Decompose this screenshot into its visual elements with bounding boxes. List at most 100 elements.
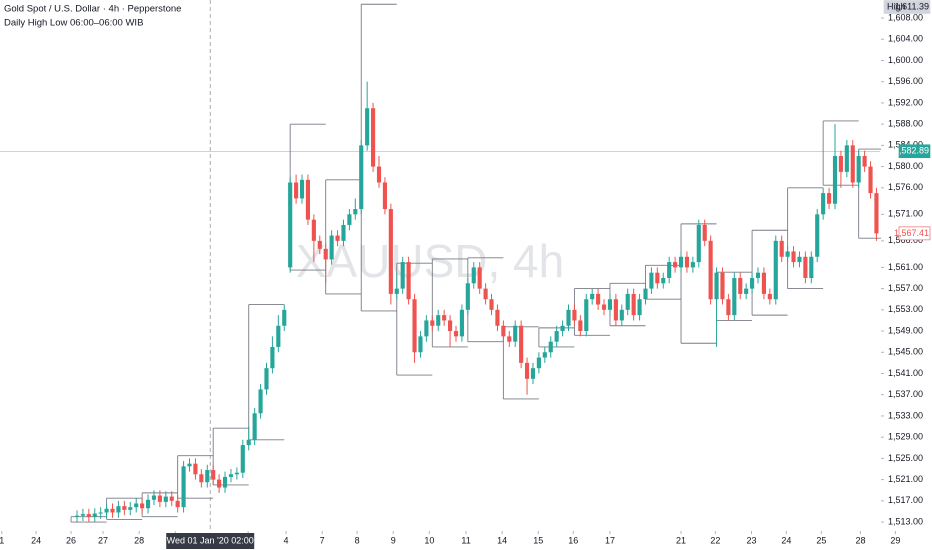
y-tick-label: 1,533.00 [888, 410, 923, 420]
candle-body [732, 277, 737, 316]
x-tick-label: 7 [320, 535, 325, 545]
candle-body [803, 256, 808, 278]
y-tick-label: 1,537.00 [888, 389, 923, 399]
candle-body [519, 325, 524, 363]
candle-body [542, 352, 547, 358]
y-tick-label: 1,529.00 [888, 432, 923, 442]
y-tick-label: 1,592.00 [888, 97, 923, 107]
candle-body [821, 193, 826, 215]
candle-body [442, 315, 447, 321]
candle-body [483, 288, 488, 300]
price-label-name: High [887, 1, 906, 11]
candle-body [430, 320, 435, 326]
candle-body [335, 235, 340, 241]
candle-body [418, 336, 423, 353]
candle-body [720, 272, 725, 300]
y-tick-label: 1,571.00 [888, 209, 923, 219]
candle-body [116, 506, 121, 513]
price-label-box [898, 144, 931, 159]
candle-body [501, 325, 506, 337]
candle-body [838, 155, 843, 172]
y-tick-label: 1,604.00 [888, 34, 923, 44]
candle-body [661, 277, 666, 284]
candle-body [282, 309, 287, 326]
candle-body [341, 224, 346, 241]
candle-body [92, 513, 97, 517]
candle-body [359, 145, 364, 210]
candle-body [222, 476, 228, 488]
candle-body [797, 256, 802, 263]
candle-body [566, 309, 571, 326]
candle-body [252, 413, 257, 440]
y-tick-label: 1,553.00 [888, 304, 923, 314]
candle-body [613, 299, 618, 321]
candle-body [678, 256, 684, 268]
y-tick-label: 1,549.00 [888, 325, 923, 335]
candle-body [495, 309, 500, 326]
candle-body [199, 474, 204, 483]
candle-body [607, 299, 613, 310]
candle-body [353, 209, 358, 215]
y-tick-label: 1,576.00 [888, 182, 923, 192]
candle-body [459, 309, 464, 337]
x-tick-label: 29 [890, 535, 900, 545]
candle-body [447, 320, 453, 332]
x-tick-label: 9 [391, 535, 396, 545]
candle-body [755, 272, 761, 278]
candle-body [744, 288, 749, 294]
candle-body [376, 166, 382, 183]
candle-body [412, 299, 417, 353]
candle-body [228, 474, 234, 477]
candle-body [234, 472, 239, 475]
candle-body [217, 479, 222, 488]
candle-body [382, 182, 387, 210]
candle-body [773, 240, 778, 300]
price-label: 1,611.39 [895, 1, 929, 11]
candle-body [779, 240, 784, 257]
candle-body [548, 341, 553, 353]
candle-body [862, 155, 867, 167]
watermark: XAUUSD, 4h [296, 235, 564, 287]
y-tick-label: 1,525.00 [888, 453, 923, 463]
candle-body [785, 251, 790, 257]
candle-body [684, 256, 690, 268]
crosshair-label-box [166, 533, 255, 549]
candle-body [489, 299, 494, 310]
x-tick-label: 23 [746, 535, 756, 545]
x-tick-label: 4 [284, 535, 289, 545]
candle-body [767, 293, 772, 300]
candle-body [868, 166, 873, 194]
price-label-box [898, 226, 931, 241]
price-label-box [883, 0, 931, 14]
candle-body [832, 155, 838, 204]
candle-body [850, 145, 855, 183]
candle-body [193, 463, 198, 475]
candle-body [134, 503, 139, 508]
candle-body [530, 368, 536, 379]
x-tick-label: 24 [781, 535, 791, 545]
candle-body [844, 145, 849, 172]
price-label: 1,567.41 [894, 228, 929, 238]
candle-body [258, 389, 263, 414]
candle-body [513, 325, 518, 342]
x-tick-label: 15 [533, 535, 543, 545]
candle-body [240, 445, 245, 473]
candle-body [276, 325, 281, 347]
candle-body [809, 256, 814, 278]
candle-body [294, 182, 299, 199]
candle-body [145, 499, 151, 509]
candle-body [465, 283, 470, 310]
candle-body [211, 470, 216, 480]
y-tick-label: 1,541.00 [888, 368, 923, 378]
candle-body [394, 288, 399, 294]
candle-body [815, 214, 820, 257]
candle-body [690, 262, 695, 268]
x-tick-label: 22 [710, 535, 720, 545]
candle-body [104, 508, 109, 513]
y-tick-label: 1,580.00 [888, 161, 923, 171]
candle-body [761, 272, 767, 294]
x-tick-label: 14 [497, 535, 507, 545]
candle-body [264, 368, 269, 390]
